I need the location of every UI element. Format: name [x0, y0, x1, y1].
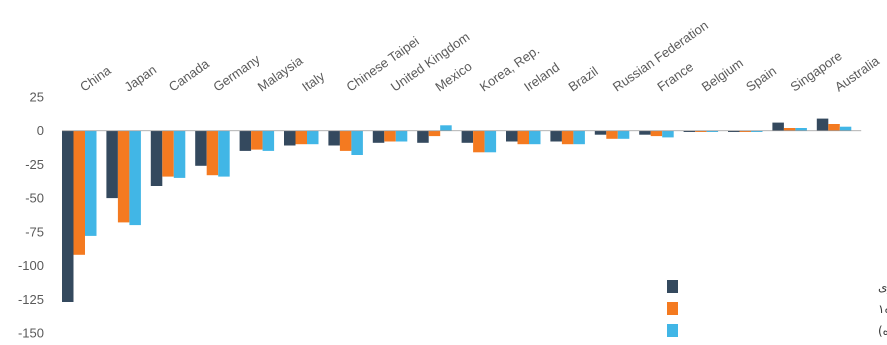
- bar: [339, 130, 352, 151]
- y-tick-label: -150: [18, 326, 44, 341]
- category-label: Chinese Taipei: [344, 33, 422, 94]
- bar: [195, 130, 207, 166]
- category-label: United Kingdom: [388, 29, 472, 94]
- y-tick-label: 25: [30, 90, 44, 105]
- y-tick-label: -25: [25, 157, 44, 172]
- bar: [85, 130, 97, 236]
- bar: [117, 130, 130, 223]
- bar: [428, 130, 441, 137]
- bar: [307, 130, 319, 145]
- category-label: Japan: [122, 62, 160, 95]
- bar: [517, 130, 529, 145]
- bar: [295, 130, 307, 145]
- bar: [828, 124, 840, 131]
- legend-label: کسری ارزش افزوده (تعدیل شده): [878, 324, 887, 339]
- bar: [573, 130, 585, 145]
- bar: [206, 130, 219, 176]
- y-tick-label: -125: [18, 292, 44, 307]
- y-tick-label: -75: [25, 224, 44, 239]
- bar: [440, 125, 452, 131]
- category-label: Germany: [210, 51, 263, 94]
- category-label: Italy: [299, 68, 328, 94]
- legend: کسری تجاری کسری ارزش افزوده۱ کسری ارزش افز…: [667, 280, 887, 339]
- bar: [561, 130, 574, 145]
- bars: [62, 118, 852, 302]
- category-label: Belgium: [699, 55, 746, 94]
- legend-label: کسری تجاری: [878, 280, 887, 295]
- bar: [728, 130, 740, 132]
- bar: [529, 130, 541, 145]
- bar: [473, 130, 485, 153]
- bar: [251, 130, 263, 150]
- bar: [772, 122, 784, 131]
- bar: [706, 130, 719, 132]
- bar: [783, 128, 796, 131]
- category-label: Canada: [166, 56, 213, 95]
- bar: [73, 130, 85, 255]
- bar: [328, 130, 340, 146]
- bar: [550, 130, 562, 142]
- y-axis: 25 0 -25 -50 -75 -100 -125 -150: [18, 90, 44, 341]
- bar: [683, 130, 696, 132]
- bar: [639, 130, 651, 135]
- bar: [417, 130, 429, 143]
- bar: [739, 130, 751, 132]
- bar: [384, 130, 396, 142]
- legend-swatch: [667, 280, 678, 293]
- bar: [839, 126, 852, 131]
- bar: [162, 130, 174, 177]
- bar: [606, 130, 618, 139]
- bar: [173, 130, 186, 178]
- y-tick-label: -50: [25, 191, 44, 206]
- bar: [461, 130, 474, 143]
- bar: [751, 130, 763, 132]
- bar: [262, 130, 275, 151]
- bar: [617, 130, 630, 139]
- y-tick-label: -100: [18, 258, 44, 273]
- bar: [129, 130, 141, 226]
- bar: [816, 118, 829, 131]
- bar: [795, 128, 807, 131]
- bar: [662, 130, 674, 138]
- legend-swatch: [667, 302, 678, 315]
- y-tick-label: 0: [37, 123, 44, 138]
- category-label: Malaysia: [255, 52, 306, 94]
- bar: [150, 130, 163, 186]
- bar: [218, 130, 230, 177]
- legend-swatch: [667, 324, 678, 337]
- bar: [239, 130, 252, 151]
- category-label: Spain: [743, 63, 779, 94]
- bar: [695, 130, 707, 132]
- bar: [372, 130, 385, 143]
- bar: [284, 130, 296, 146]
- bar: [351, 130, 363, 155]
- bar: [484, 130, 497, 153]
- bar: [395, 130, 408, 142]
- category-label: Brazil: [566, 63, 601, 94]
- bar: [62, 130, 74, 302]
- bar: [650, 130, 663, 137]
- bar: [506, 130, 518, 142]
- category-label: China: [77, 62, 114, 94]
- bar: [594, 130, 607, 135]
- legend-label: کسری ارزش افزوده۱: [878, 302, 887, 317]
- bar: [106, 130, 118, 199]
